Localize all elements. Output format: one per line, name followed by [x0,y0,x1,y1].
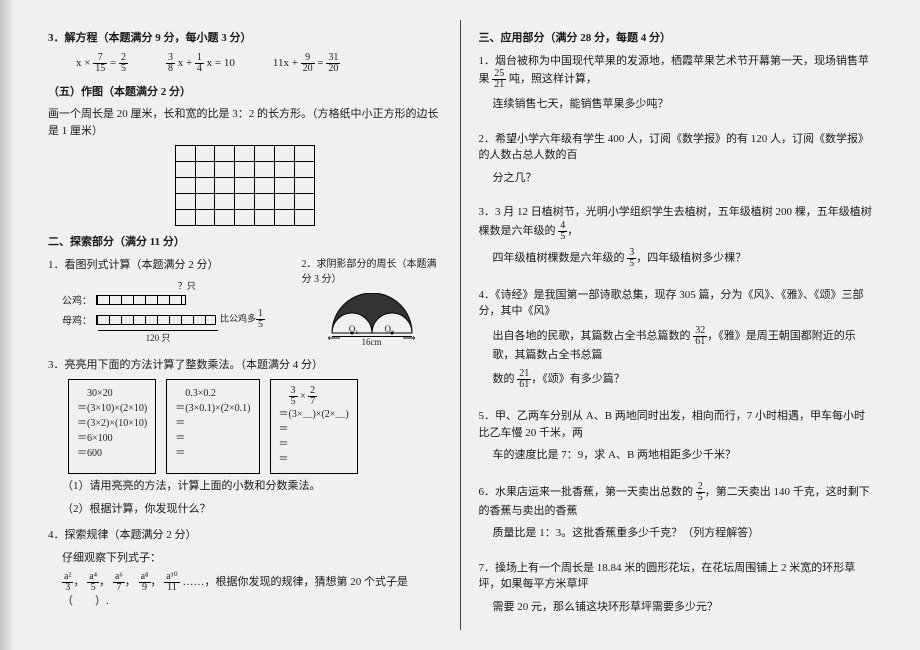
eq2-frac1: 38 [166,53,175,74]
p2-q3-sub2: （2）根据计算，你发现什么？ [48,501,442,518]
r-q1: 1．烟台被称为中国现代苹果的发源地，栖霞苹果艺术节开幕第一天，现场销售苹果 25… [479,53,873,113]
box3-l1: ＝(3×＿)×(2×＿) [279,407,349,422]
arc-len: 16cm [362,337,382,347]
grid-table [175,145,315,226]
box2: 0.3×0.2 ＝(3×0.1)×(2×0.1) ＝ ＝ ＝ [166,379,259,474]
grid-figure [175,145,315,226]
p2-q3-heading: 3．亮亮用下面的方法计算了整数乘法。（本题满分 4 分） [48,357,442,374]
r-q3: 3．3 月 12 日植树节，光明小学组织学生去植树，五年级植树 200 棵，五年… [479,204,873,269]
q3-equations: x × 715 = 25 38 x + 14 x = 10 11x + 920 … [48,53,442,74]
r-q2-l1: 2．希望小学六年级有学生 400 人，订阅《数学报》的有 120 人，订阅《数学… [479,131,873,164]
box1-l2: ＝(3×2)×(10×10) [77,416,147,431]
eq1-frac1: 715 [93,53,107,74]
box2-l0: 0.3×0.2 [175,386,250,401]
method-boxes: 30×20 ＝(3×10)×(2×10) ＝(3×2)×(10×10) ＝6×1… [68,379,442,474]
r-q6: 6．水果店运来一批香蕉，第一天卖出总数的 25，第二天卖出 140 千克，这时剩… [479,482,873,542]
arc-o1: O₁ [349,324,359,334]
seq-f1: a²3 [62,572,73,593]
r-q5: 5．甲、乙两车分别从 A、B 两地同时出发，相向而行，7 小时相遇，甲车每小时比… [479,408,873,464]
r-q6-l2: 质量比是 1：3。这批香蕉重多少千克？（列方程解答） [479,525,873,542]
r-q4: 4．《诗经》是我国第一部诗歌总集，现存 305 篇，分为《风》、《雅》、《颂》三… [479,287,873,391]
r-q4-l3: 数的 2161，《颂》有多少篇？ [479,369,873,390]
r-q2: 2．希望小学六年级有学生 400 人，订阅《数学报》的有 120 人，订阅《数学… [479,131,873,187]
seq-f2: a⁴5 [87,572,99,593]
r-q3-l1: 3．3 月 12 日植树节，光明小学组织学生去植树，五年级植树 200 棵，五年… [479,204,873,242]
p2-q1-sub2: 2．求阴影部分的周长（本题满分 3 分） [302,257,442,287]
bar-bottom-label: 120 只 [98,330,218,344]
box1-l0: 30×20 [77,386,147,401]
eq3: 11x + 920 = 3120 [273,53,341,74]
box2-l3: ＝ [175,431,250,446]
part3-heading: 三、应用部分（满分 28 分，每题 4 分） [479,30,873,47]
bar-top-label: ？只 [102,279,272,292]
box1: 30×20 ＝(3×10)×(2×10) ＝(3×2)×(10×10) ＝6×1… [68,379,156,474]
part2-heading: 二、探索部分（满分 11 分） [48,234,442,251]
eq1-a: x × [76,57,90,69]
r-q5-l2: 车的速度比是 7：9，求 A、B 两地相距多少千米？ [479,447,873,464]
q3-heading: 3．解方程（本题满分 9 分，每小题 3 分） [48,30,442,47]
p2-q1-row: 1．看图列式计算（本题满分 2 分） ？只 公鸡： 母鸡： 比公鸡多15 120… [48,257,442,347]
r-q6-l1: 6．水果店运来一批香蕉，第一天卖出总数的 25，第二天卖出 140 千克，这时剩… [479,482,873,520]
left-column: 3．解方程（本题满分 9 分，每小题 3 分） x × 715 = 25 38 … [30,20,461,630]
exam-page: 3．解方程（本题满分 9 分，每小题 3 分） x × 715 = 25 38 … [30,20,890,630]
r-q5-l1: 5．甲、乙两车分别从 A、B 两地同时出发，相向而行，7 小时相遇，甲车每小时比… [479,408,873,441]
p2-q3-sub1: （1）请用亮亮的方法，计算上面的小数和分数乘法。 [48,478,442,495]
right-column: 三、应用部分（满分 28 分，每题 4 分） 1．烟台被称为中国现代苹果的发源地… [461,20,891,630]
scan-shadow [0,0,14,650]
eq3-a: 11x + [273,57,298,69]
r-q2-l2: 分之几？ [479,170,873,187]
eq3-eq: = [317,57,323,69]
box1-l1: ＝(3×10)×(2×10) [77,401,147,416]
eq2-b: x = 10 [207,57,235,69]
box3-l0: 35 × 27 [279,386,349,407]
seq-f4: a⁸9 [139,572,151,593]
p2-q4-heading: 4．探索规律（本题满分 2 分） [48,527,442,544]
eq2-a: x + [178,57,192,69]
box2-l2: ＝ [175,416,250,431]
eq3-frac1: 920 [301,53,315,74]
box3-l4: ＝ [279,452,349,467]
section5-text: 画一个周长是 20 厘米，长和宽的比是 3：2 的长方形。（方格纸中小正方形的边… [48,106,442,139]
box1-l4: ＝600 [77,446,147,461]
r-q7: 7．操场上有一个周长是 18.84 米的圆形花坛，在花坛周围铺上 2 米宽的环形… [479,560,873,616]
bar-right-label: 比公鸡多15 [220,309,265,330]
arc-o2: O₂ [385,324,395,334]
r-q7-l2: 需要 20 元，那么铺这块环形草坪需要多少元？ [479,599,873,616]
bar-gong-label: 公鸡： [62,292,92,307]
box3: 35 × 27 ＝(3×＿)×(2×＿) ＝ ＝ ＝ [270,379,358,474]
box3-l3: ＝ [279,437,349,452]
box3-l2: ＝ [279,422,349,437]
arc-figure: O₁O₂ ⟵ 16cm ⟶ [302,293,442,347]
r-q4-l2: 出自各地的民歌，其篇数占全书总篇数的 3261，《雅》是周王朝国都附近的乐歌，其… [479,326,873,364]
p2-q4-seq: a²3， a⁴5， a⁶7， a⁸9， a¹⁰11 ……，根据你发现的规律，猜想… [48,572,442,610]
bar-mu [96,315,216,325]
box2-l4: ＝ [175,446,250,461]
section5-heading: （五）作图（本题满分 2 分） [48,84,442,101]
eq1-eq: = [110,57,116,69]
bar-mu-label: 母鸡： [62,312,92,327]
eq2: 38 x + 14 x = 10 [166,53,235,74]
bar-diagram: ？只 公鸡： 母鸡： 比公鸡多15 120 只 [48,279,272,344]
p2-q1-heading: 1．看图列式计算（本题满分 2 分） [48,257,272,274]
box1-l3: ＝6×100 [77,431,147,446]
seq-f5: a¹⁰11 [164,572,179,593]
r-q4-l1: 4．《诗经》是我国第一部诗歌总集，现存 305 篇，分为《风》、《雅》、《颂》三… [479,287,873,320]
r-q1-l1: 1．烟台被称为中国现代苹果的发源地，栖霞苹果艺术节开幕第一天，现场销售苹果 25… [479,53,873,91]
r-q3-l2: 四年级植树棵数是六年级的 35，四年级植树多少棵？ [479,248,873,269]
eq2-frac2: 14 [195,53,204,74]
seq-f3: a⁶7 [113,572,125,593]
bar-gong [96,295,186,305]
eq3-frac2: 3120 [326,53,340,74]
eq1: x × 715 = 25 [76,53,128,74]
eq1-frac2: 25 [119,53,128,74]
r-q7-l1: 7．操场上有一个周长是 18.84 米的圆形花坛，在花坛周围铺上 2 米宽的环形… [479,560,873,593]
p2-q4-sub: 仔细观察下列式子： [48,550,442,567]
r-q1-l2: 连续销售七天，能销售苹果多少吨？ [479,96,873,113]
box2-l1: ＝(3×0.1)×(2×0.1) [175,401,250,416]
